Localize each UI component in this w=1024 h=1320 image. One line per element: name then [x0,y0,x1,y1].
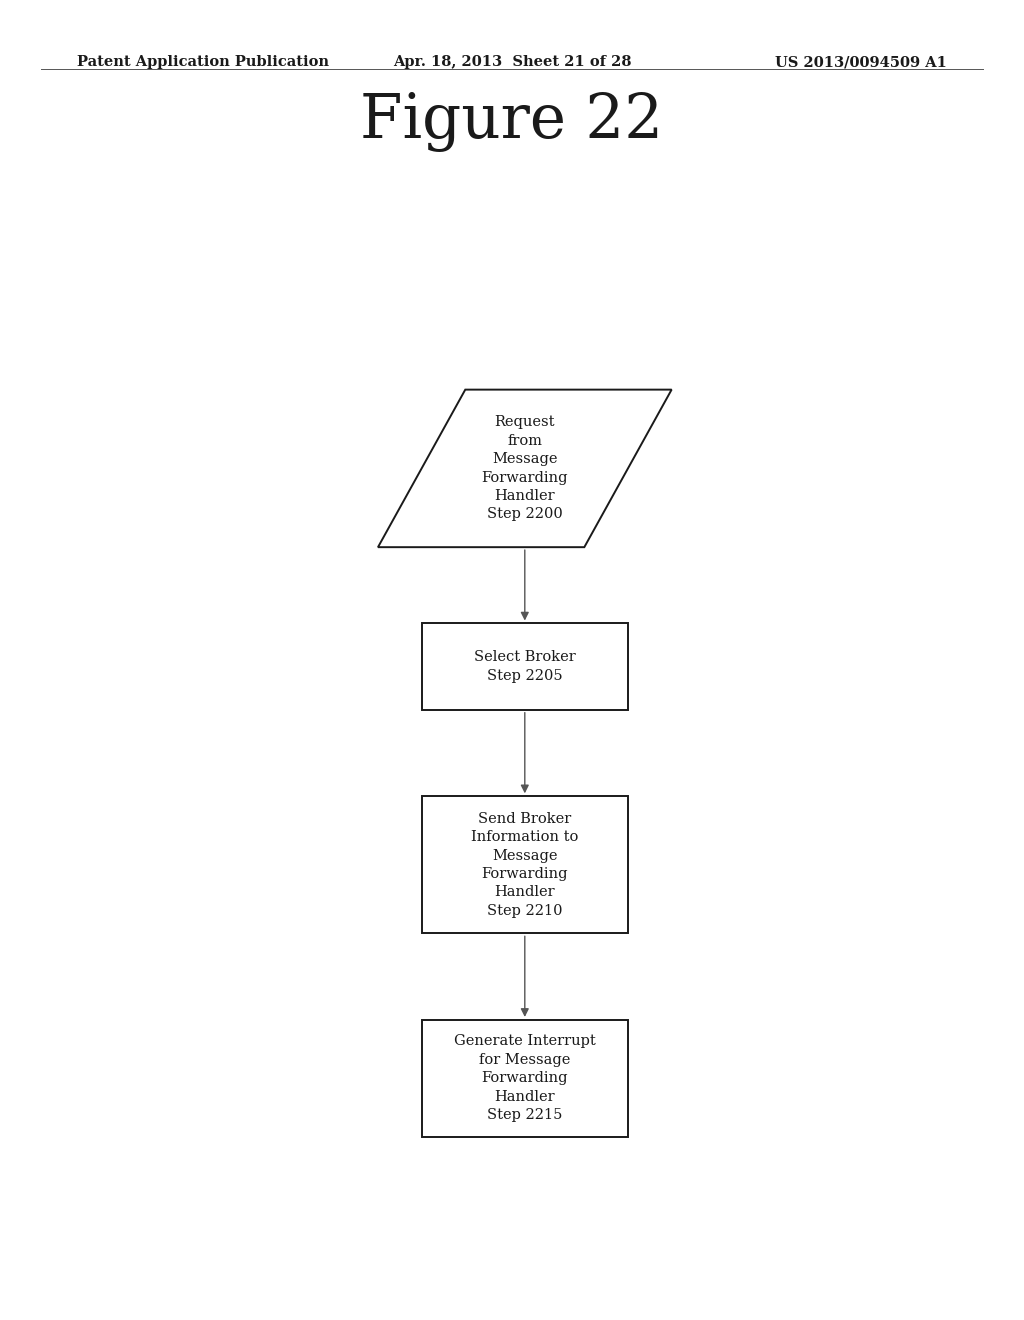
Text: Request
from
Message
Forwarding
Handler
Step 2200: Request from Message Forwarding Handler … [481,416,568,521]
Text: Generate Interrupt
for Message
Forwarding
Handler
Step 2215: Generate Interrupt for Message Forwardin… [454,1035,596,1122]
Text: US 2013/0094509 A1: US 2013/0094509 A1 [775,55,947,70]
Bar [422,796,628,933]
Text: Apr. 18, 2013  Sheet 21 of 28: Apr. 18, 2013 Sheet 21 of 28 [393,55,631,70]
Text: Patent Application Publication: Patent Application Publication [77,55,329,70]
Text: Select Broker
Step 2205: Select Broker Step 2205 [474,651,575,682]
Bar [422,623,628,710]
Bar [422,1020,628,1137]
Text: Figure 22: Figure 22 [360,92,664,152]
Text: Send Broker
Information to
Message
Forwarding
Handler
Step 2210: Send Broker Information to Message Forwa… [471,812,579,917]
